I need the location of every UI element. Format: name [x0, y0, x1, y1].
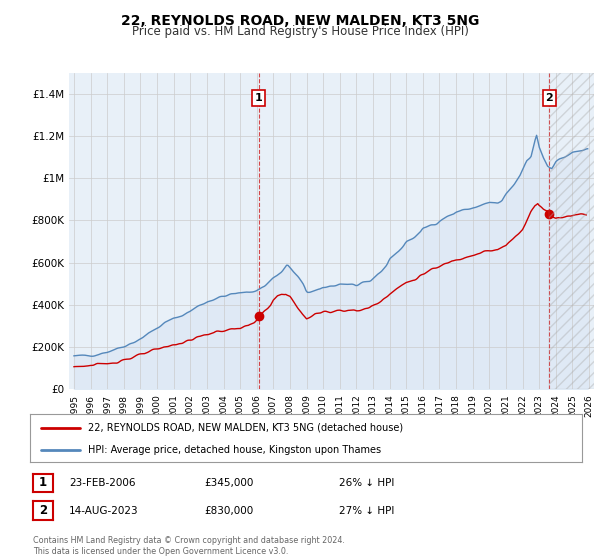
- Text: £830,000: £830,000: [204, 506, 253, 516]
- Text: Price paid vs. HM Land Registry's House Price Index (HPI): Price paid vs. HM Land Registry's House …: [131, 25, 469, 38]
- Text: 1: 1: [255, 93, 263, 103]
- Text: HPI: Average price, detached house, Kingston upon Thames: HPI: Average price, detached house, King…: [88, 445, 381, 455]
- Text: 27% ↓ HPI: 27% ↓ HPI: [339, 506, 394, 516]
- Text: 14-AUG-2023: 14-AUG-2023: [69, 506, 139, 516]
- Text: 22, REYNOLDS ROAD, NEW MALDEN, KT3 5NG: 22, REYNOLDS ROAD, NEW MALDEN, KT3 5NG: [121, 14, 479, 28]
- Text: 22, REYNOLDS ROAD, NEW MALDEN, KT3 5NG (detached house): 22, REYNOLDS ROAD, NEW MALDEN, KT3 5NG (…: [88, 423, 403, 433]
- Text: 1: 1: [39, 477, 47, 489]
- Text: £345,000: £345,000: [204, 478, 253, 488]
- Text: 2: 2: [545, 93, 553, 103]
- Text: 23-FEB-2006: 23-FEB-2006: [69, 478, 136, 488]
- Text: 26% ↓ HPI: 26% ↓ HPI: [339, 478, 394, 488]
- Text: Contains HM Land Registry data © Crown copyright and database right 2024.
This d: Contains HM Land Registry data © Crown c…: [33, 536, 345, 556]
- Text: 2: 2: [39, 504, 47, 517]
